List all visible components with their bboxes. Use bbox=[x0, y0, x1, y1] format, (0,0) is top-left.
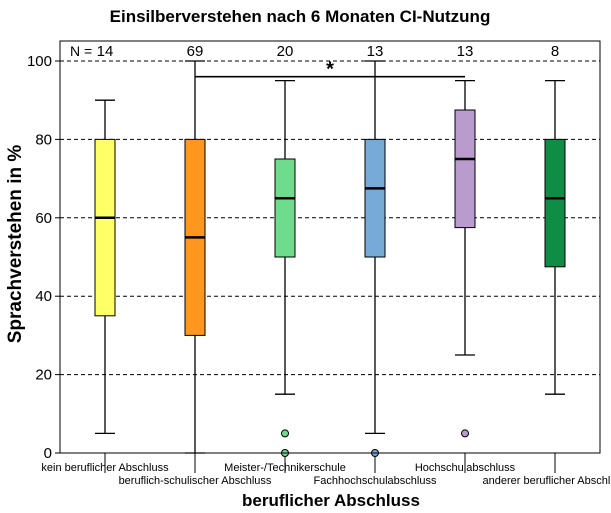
n-label: N = bbox=[70, 43, 92, 59]
x-axis-label: beruflicher Abschluss bbox=[242, 491, 420, 510]
x-tick-label: Meister-/Technikerschule bbox=[224, 462, 346, 474]
n-count: 13 bbox=[367, 43, 384, 60]
y-tick-label: 20 bbox=[35, 367, 52, 384]
n-count: 13 bbox=[457, 43, 474, 60]
y-axis-label: Sprachverstehen in % bbox=[5, 145, 26, 344]
plot-area: 14 69 20 13 13 8 * bbox=[94, 43, 566, 457]
significance-star: * bbox=[326, 59, 334, 81]
grid-lines bbox=[60, 60, 600, 376]
box-iqr bbox=[94, 138, 116, 317]
box-iqr bbox=[364, 138, 386, 258]
y-tick-label: 100 bbox=[27, 53, 52, 70]
box-group bbox=[364, 60, 386, 457]
x-tick-label: Hochschulabschluss bbox=[415, 462, 516, 474]
box-group bbox=[544, 79, 566, 395]
y-tick-label: 0 bbox=[44, 445, 52, 462]
box-group bbox=[94, 99, 116, 435]
chart-title: Einsilberverstehen nach 6 Monaten CI-Nut… bbox=[110, 7, 491, 26]
x-tick-label: Fachhochschulabschluss bbox=[314, 475, 437, 487]
n-count: 69 bbox=[187, 43, 204, 60]
box-group bbox=[184, 60, 206, 454]
y-tick-label: 40 bbox=[35, 288, 52, 305]
box-iqr bbox=[544, 138, 566, 268]
outlier-point bbox=[281, 429, 289, 438]
box-iqr bbox=[274, 158, 296, 258]
x-tick-label: beruflich-schulischer Abschluss bbox=[119, 475, 272, 487]
x-tick-label: kein beruflicher Abschluss bbox=[41, 462, 169, 474]
box-iqr bbox=[454, 109, 476, 229]
plot-frame bbox=[59, 40, 601, 454]
outlier-point bbox=[461, 429, 469, 438]
y-axis: 0 20 40 60 80 100 kein beruflicher Abschlussbe… bbox=[27, 53, 611, 487]
y-tick-label: 60 bbox=[35, 210, 52, 227]
n-count: 20 bbox=[277, 43, 294, 60]
box-group bbox=[274, 79, 296, 457]
y-tick-label: 80 bbox=[35, 131, 52, 148]
n-count: 14 bbox=[97, 43, 114, 60]
x-tick-label: anderer beruflicher Abschluss bbox=[483, 475, 611, 487]
n-count: 8 bbox=[551, 43, 559, 60]
box-group bbox=[454, 79, 476, 438]
